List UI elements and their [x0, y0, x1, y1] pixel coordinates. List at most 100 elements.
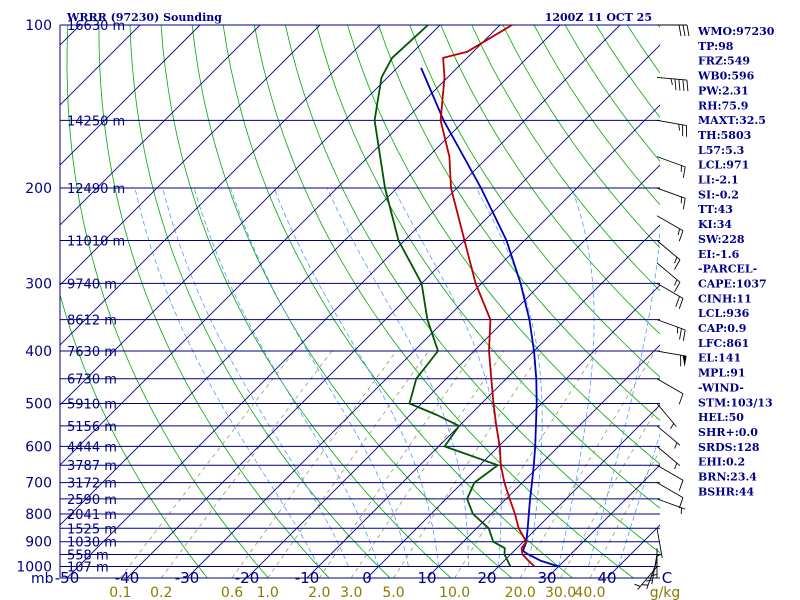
- index-line: LCL:936: [698, 307, 750, 320]
- index-line: FRZ:549: [698, 55, 750, 68]
- mixing-ratio-line: [318, 350, 476, 578]
- isotherm: [306, 224, 660, 578]
- wind-barb: [656, 446, 681, 470]
- dry-adiabat: [409, 25, 660, 378]
- wind-barb: [656, 119, 688, 137]
- temperature-tick-label: 40: [597, 569, 616, 587]
- wind-barb: [656, 464, 684, 491]
- dry-adiabat: [285, 25, 660, 554]
- wind-barb-feather: [686, 24, 690, 37]
- temperature-axis: mb -50 -40 -30 -20 -10 0 10 20 30 40 C 0.1 0.2 0.6 1.0 2…: [31, 569, 680, 600]
- isotherm: [126, 44, 660, 578]
- wind-barb-staff: [656, 119, 687, 127]
- height-label: 7630 m: [67, 345, 117, 360]
- wind-barb-feather: [674, 259, 681, 270]
- mixing-ratio-line: [231, 350, 397, 578]
- wind-barb-staff: [656, 282, 684, 299]
- mixing-ratio-label: 40.0: [574, 585, 605, 600]
- moist-adiabat: [134, 187, 319, 567]
- height-label: 8612 m: [67, 314, 117, 329]
- temperature-tick-label: -30: [175, 569, 200, 587]
- wind-barb: [656, 425, 681, 449]
- index-line: EHI:0.2: [698, 456, 745, 469]
- wind-barb-staff: [656, 240, 681, 261]
- temperature-tick-label: -10: [295, 569, 320, 587]
- wind-barb: [656, 482, 684, 509]
- wind-barb-feather: [678, 480, 684, 491]
- temperature-tick-label: -40: [115, 569, 140, 587]
- height-label: 2590 m: [67, 493, 117, 508]
- wind-barb-feather: [674, 462, 678, 470]
- wind-barb: [650, 548, 658, 579]
- pressure-label: 200: [25, 181, 52, 197]
- mixing-ratio-lines: [119, 350, 660, 578]
- mixing-ratio-label: 10.0: [439, 585, 470, 600]
- isotherms: [60, 25, 660, 578]
- dry-adiabat: [98, 25, 330, 578]
- isotherm: [486, 404, 660, 578]
- height-label: 1525 m: [67, 522, 117, 537]
- isotherm: [546, 464, 660, 578]
- wind-barb-staff: [656, 378, 684, 395]
- wind-barb: [656, 350, 687, 368]
- pressure-axis: 100 200 300 400 500 600 700 800 900 1000 16630 m 14…: [16, 18, 125, 576]
- height-label: 4444 m: [67, 440, 117, 455]
- index-line: STM:103/13: [698, 396, 773, 409]
- dry-adiabat: [752, 25, 800, 578]
- isotherm: [60, 25, 561, 526]
- height-label: 6730 m: [67, 373, 117, 388]
- index-line: RH:75.9: [698, 99, 748, 112]
- wind-barb-feather: [670, 78, 673, 85]
- isotherm: [60, 25, 201, 166]
- index-line: EI:-1.6: [698, 248, 740, 261]
- index-line: MAXT:32.5: [698, 114, 766, 127]
- index-line: WMO:97230: [697, 25, 775, 38]
- wind-barb-staff: [656, 482, 684, 499]
- temperature-trace: [439, 25, 536, 568]
- isotherm: [60, 25, 501, 466]
- isotherm: [246, 164, 660, 578]
- mixing-ratio-label: 2.0: [308, 585, 330, 600]
- mixing-ratio-line: [589, 449, 660, 578]
- wind-barb-feather: [670, 423, 675, 430]
- wind-barb-feather: [674, 79, 677, 91]
- index-line: SHR+:0.0: [698, 426, 758, 439]
- mixing-ratio-label: 0.1: [109, 585, 131, 600]
- wind-barb: [656, 240, 681, 270]
- wind-barb-staff: [656, 77, 687, 81]
- mixing-ratio-line: [119, 350, 295, 578]
- wind-barb: [656, 262, 681, 293]
- index-line: KI:34: [698, 218, 732, 231]
- isotherm: [366, 284, 660, 578]
- wind-barb: [656, 378, 684, 405]
- wind-barb-staff: [656, 187, 686, 199]
- mixing-ratio-line: [267, 350, 430, 578]
- dry-adiabat: [222, 25, 573, 578]
- wind-barb-feather: [675, 296, 680, 308]
- moist-adiabats: [134, 187, 660, 567]
- wind-barb-feather: [678, 79, 681, 91]
- dry-adiabat: [378, 25, 660, 421]
- wind-barb: [656, 77, 689, 92]
- index-line: SRDS:128: [698, 441, 760, 454]
- dry-adiabat: [129, 25, 391, 578]
- dry-adiabat: [564, 25, 660, 162]
- mixing-ratio-label: 5.0: [382, 585, 404, 600]
- sounding-profiles: [373, 25, 559, 568]
- index-line: L57:5.3: [698, 144, 744, 157]
- mixing-ratio-label: 3.0: [340, 585, 362, 600]
- wind-barb-staff: [656, 528, 663, 558]
- height-label: 558 m: [67, 548, 109, 563]
- wind-barb-feather: [650, 573, 658, 577]
- wind-barb-feather: [674, 281, 681, 293]
- wind-barb-staff: [656, 215, 684, 232]
- isotherm: [66, 25, 621, 578]
- pressure-unit-label: mb: [31, 571, 54, 587]
- wind-barb-feather: [677, 228, 680, 236]
- mixing-ratio-line: [454, 350, 598, 578]
- wind-barb-staff: [656, 156, 686, 168]
- wind-barb: [656, 156, 686, 178]
- pressure-label: 100: [25, 18, 52, 34]
- wind-barb-feather: [678, 497, 684, 509]
